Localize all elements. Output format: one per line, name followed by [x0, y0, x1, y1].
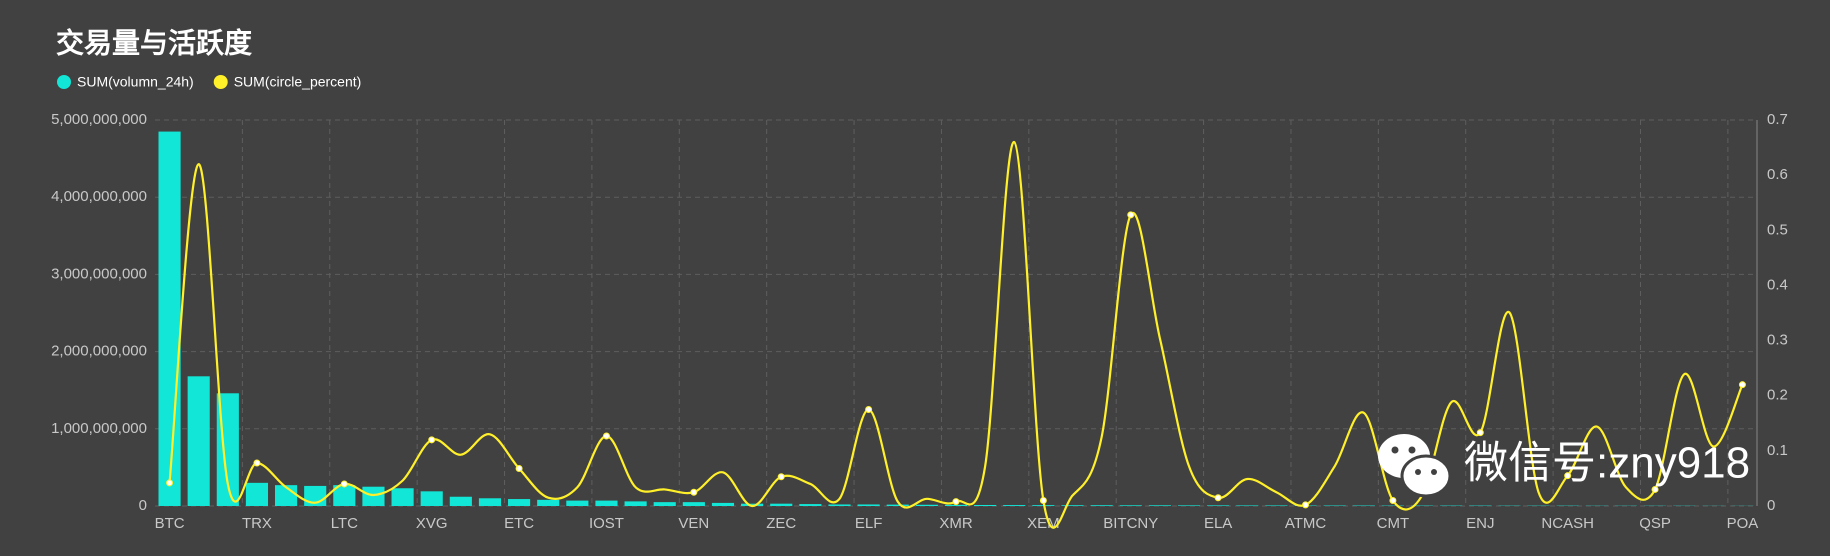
line-point: [1738, 381, 1746, 389]
legend-label: SUM(volumn_24h): [77, 74, 194, 90]
bar: [974, 504, 997, 506]
y2-tick-label: 0.1: [1767, 442, 1788, 459]
bar: [478, 498, 502, 506]
x-tick-label: NCASH: [1541, 515, 1594, 532]
bar: [624, 501, 647, 506]
x-tick-label: ENJ: [1466, 515, 1494, 532]
line-point: [253, 459, 261, 467]
line-point: [1651, 485, 1659, 493]
bar: [886, 504, 909, 506]
bar: [1177, 505, 1201, 506]
line-point: [1127, 211, 1135, 219]
bar: [158, 131, 181, 506]
bar: [537, 499, 560, 506]
bar: [1003, 505, 1026, 506]
bar: [420, 491, 443, 506]
y2-tick-label: 0: [1767, 497, 1775, 514]
bar: [857, 504, 880, 506]
bar: [1265, 505, 1288, 506]
bar: [362, 486, 385, 506]
x-tick-label: TRX: [242, 515, 272, 532]
x-tick-label: LTC: [331, 515, 358, 532]
bar: [944, 504, 968, 506]
y2-tick-label: 0.6: [1767, 166, 1788, 183]
line-point: [428, 436, 436, 444]
bar: [1061, 505, 1084, 506]
bar: [1090, 505, 1113, 506]
line-point: [340, 480, 348, 488]
bar: [915, 504, 938, 506]
bar: [566, 500, 589, 506]
line-point: [690, 488, 698, 496]
y-tick-label: 2,000,000,000: [51, 343, 147, 360]
x-tick-label: XVG: [416, 515, 448, 532]
bar: [653, 502, 676, 506]
bar: [245, 482, 269, 506]
y-tick-label: 4,000,000,000: [51, 188, 147, 205]
line-point: [1389, 496, 1397, 504]
bar: [333, 485, 356, 506]
bar: [391, 488, 414, 506]
bar: [682, 502, 705, 506]
x-tick-label: VEN: [678, 515, 709, 532]
bar: [1119, 505, 1142, 506]
y-tick-label: 1,000,000,000: [51, 420, 147, 437]
line-point: [1039, 496, 1047, 504]
x-tick-label: ELF: [855, 515, 883, 532]
line-point: [1214, 494, 1222, 502]
x-tick-label: ZEC: [766, 515, 796, 532]
y-tick-label: 0: [139, 497, 147, 514]
line: [168, 140, 1744, 529]
bar: [770, 503, 793, 506]
watermark: 微信号:zny918: [1464, 439, 1750, 488]
x-tick-label: IOST: [589, 515, 624, 532]
line-point: [865, 406, 873, 413]
y2-tick-label: 0.2: [1767, 387, 1788, 404]
y-tick-label: 5,000,000,000: [51, 111, 147, 128]
y2-tick-label: 0.7: [1767, 111, 1788, 128]
x-tick-label: QSP: [1639, 515, 1671, 532]
legend-label: SUM(circle_percent): [234, 74, 362, 90]
bar: [449, 496, 472, 506]
x-tick-label: BTC: [155, 515, 185, 532]
y2-tick-label: 0.5: [1767, 221, 1788, 238]
legend-marker: [213, 75, 228, 89]
bar: [1148, 505, 1171, 506]
bar: [1207, 505, 1230, 506]
bar: [741, 503, 764, 506]
bar: [828, 504, 851, 506]
line-point: [777, 473, 785, 481]
chart-title: 交易量与活跃度: [56, 26, 252, 58]
legend-marker: [57, 75, 71, 89]
x-tick-label: XMR: [939, 515, 973, 532]
bar: [799, 504, 822, 506]
line-point: [1564, 472, 1572, 480]
y2-tick-label: 0.3: [1767, 332, 1788, 349]
line-point: [1302, 501, 1310, 509]
line-point: [952, 498, 960, 506]
bar: [1236, 505, 1259, 506]
line-point: [515, 465, 523, 473]
y-tick-label: 3,000,000,000: [51, 265, 147, 282]
wechat-icon: [1378, 434, 1452, 498]
y2-tick-label: 0.4: [1767, 276, 1788, 293]
x-tick-label: ELA: [1204, 515, 1232, 532]
line-point: [602, 432, 610, 440]
bar: [508, 499, 531, 506]
x-tick-label: XEM: [1027, 515, 1060, 532]
bar: [595, 500, 618, 506]
line-point: [166, 479, 174, 487]
x-tick-label: ETC: [504, 515, 534, 532]
x-tick-label: POA: [1727, 515, 1759, 532]
bar: [187, 376, 210, 506]
bar: [711, 502, 735, 506]
line-point: [1476, 429, 1484, 437]
x-tick-label: ATMC: [1285, 515, 1327, 532]
x-tick-label: BITCNY: [1103, 515, 1158, 532]
x-tick-label: CMT: [1377, 515, 1410, 532]
